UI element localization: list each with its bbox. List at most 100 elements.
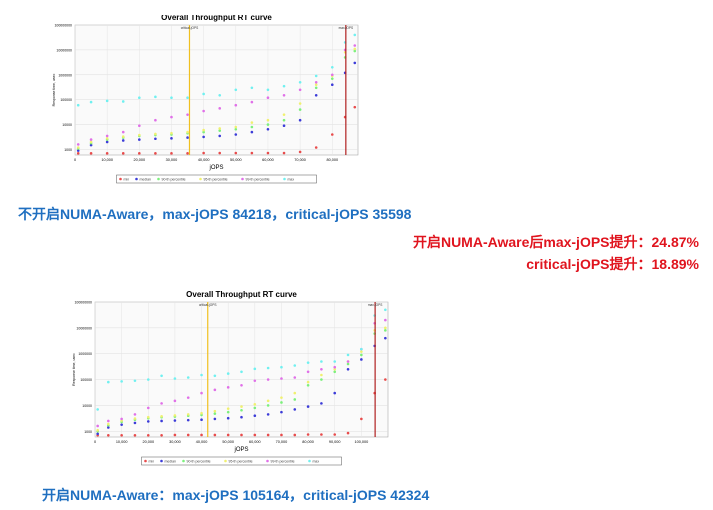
- data-point-median: [266, 413, 270, 416]
- data-point-p99: [346, 360, 350, 363]
- legend-marker-p99: [241, 177, 244, 181]
- x-tick-label: 0: [94, 440, 96, 444]
- data-point-min: [298, 150, 302, 154]
- data-point-min: [306, 433, 310, 436]
- data-point-median: [253, 414, 257, 417]
- data-point-p90: [298, 108, 302, 111]
- data-point-p99: [105, 134, 109, 138]
- data-point-p99: [353, 44, 357, 47]
- legend-label: median: [140, 177, 152, 181]
- data-point-min: [346, 431, 350, 435]
- data-point-p95: [320, 373, 323, 377]
- data-point-p95: [218, 127, 222, 130]
- chart-title: Overall Throughput RT curve: [186, 290, 297, 299]
- data-point-p95: [226, 407, 230, 410]
- data-point-max: [107, 380, 110, 384]
- data-point-p99: [298, 88, 302, 92]
- data-point-p95: [105, 137, 109, 140]
- data-point-max: [266, 88, 270, 92]
- data-point-max: [154, 95, 157, 99]
- data-point-p99: [186, 396, 190, 399]
- data-point-max: [120, 380, 123, 383]
- data-point-p99: [293, 376, 297, 379]
- y-tick-label: 100000000: [74, 301, 92, 305]
- data-point-max: [89, 100, 93, 104]
- data-point-median: [133, 421, 137, 425]
- y-tick-label: 10000000: [56, 48, 72, 52]
- y-tick-label: 100000: [80, 378, 92, 382]
- data-point-min: [266, 151, 270, 155]
- data-point-min: [76, 152, 80, 155]
- data-point-max: [226, 372, 230, 375]
- data-point-p99: [280, 377, 283, 380]
- data-point-min: [250, 151, 254, 155]
- y-tick-label: 1000: [64, 148, 72, 152]
- data-point-max: [200, 373, 203, 377]
- data-point-max: [121, 100, 125, 103]
- data-point-max: [96, 408, 99, 411]
- y-tick-label: 10000: [82, 404, 92, 408]
- data-point-median: [213, 417, 217, 421]
- data-point-p95: [138, 133, 141, 137]
- data-point-max: [353, 33, 357, 37]
- x-tick-label: 50,000: [230, 158, 242, 162]
- data-point-max: [280, 365, 283, 369]
- x-tick-label: 0: [74, 158, 76, 162]
- data-point-median: [314, 94, 318, 97]
- data-point-p95: [384, 326, 387, 330]
- data-point-p90: [250, 125, 254, 129]
- data-point-max: [76, 103, 80, 107]
- chart-with-numa: Overall Throughput RT curve 1000 10000 1000…: [72, 290, 389, 466]
- data-point-median: [170, 137, 173, 140]
- data-point-p99: [138, 124, 141, 128]
- data-point-median: [160, 419, 163, 423]
- data-point-p95: [280, 396, 283, 399]
- data-point-p90: [333, 370, 337, 374]
- data-point-median: [146, 420, 150, 423]
- data-point-p95: [96, 428, 99, 432]
- data-point-median: [280, 410, 283, 414]
- data-point-p95: [89, 140, 93, 144]
- data-point-p99: [234, 103, 238, 107]
- data-point-median: [218, 134, 222, 138]
- data-point-p99: [202, 109, 205, 113]
- data-point-max: [133, 379, 137, 383]
- data-point-max: [330, 65, 334, 69]
- data-point-median: [360, 358, 363, 361]
- data-point-median: [240, 415, 243, 419]
- data-point-p95: [76, 146, 80, 149]
- y-axis-label: Response time, usec: [72, 353, 76, 386]
- data-point-min: [293, 433, 297, 437]
- data-point-median: [293, 408, 297, 411]
- data-point-p95: [200, 411, 203, 415]
- data-point-max: [306, 361, 310, 364]
- data-point-max: [146, 378, 150, 381]
- y-tick-label: 100000000: [54, 24, 72, 28]
- x-tick-label: 40,000: [196, 440, 208, 444]
- data-point-max: [333, 360, 337, 363]
- legend-marker-max: [308, 459, 311, 463]
- legend-marker-median: [135, 177, 138, 181]
- data-point-p99: [146, 406, 150, 410]
- marker-label: max-jOPS: [368, 303, 383, 307]
- data-point-max: [218, 94, 222, 97]
- data-point-p99: [253, 379, 257, 383]
- data-point-min: [186, 152, 189, 155]
- data-point-p90: [346, 362, 350, 366]
- data-point-p99: [186, 113, 189, 116]
- data-point-p90: [360, 353, 363, 357]
- data-point-median: [330, 83, 334, 86]
- data-point-max: [320, 360, 323, 363]
- data-point-median: [121, 139, 125, 142]
- data-point-min: [186, 433, 190, 437]
- data-point-p90: [384, 329, 387, 332]
- y-axis-label: Response time, usec: [52, 73, 56, 106]
- x-tick-label: 90,000: [329, 440, 341, 444]
- data-point-median: [333, 391, 337, 395]
- data-point-min: [89, 152, 93, 155]
- data-point-p90: [293, 398, 297, 401]
- x-tick-label: 20,000: [134, 158, 146, 162]
- chart-without-numa: Overall Throughput RT curve 1000 10000 1000…: [52, 15, 359, 184]
- data-point-max: [250, 86, 254, 90]
- data-point-p99: [282, 94, 286, 97]
